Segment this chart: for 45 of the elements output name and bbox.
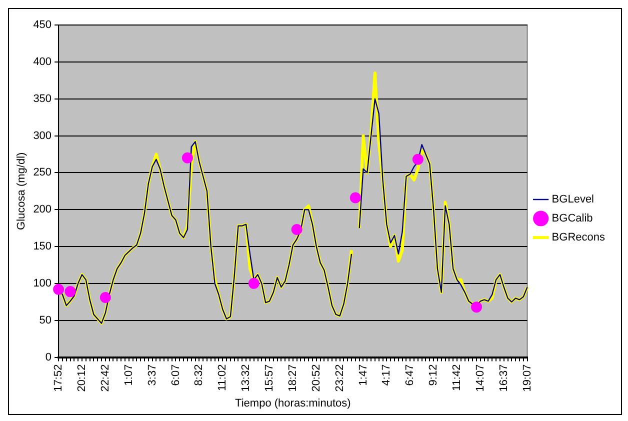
x-tick-label: 20:12 bbox=[76, 364, 88, 392]
x-tick-label: 1:07 bbox=[122, 364, 135, 386]
y-tick-label: 350 bbox=[33, 92, 52, 105]
x-tick-label: 20:52 bbox=[310, 364, 322, 392]
x-tick-label: 3:37 bbox=[146, 364, 158, 386]
x-tick-label: 1:47 bbox=[357, 364, 370, 386]
x-axis-title: Tiempo (horas:minutos) bbox=[235, 397, 351, 410]
x-tick-label: 18:27 bbox=[286, 364, 299, 392]
point bbox=[182, 152, 193, 164]
x-tick-label: 17:52 bbox=[52, 364, 65, 392]
x-tick-label: 23:22 bbox=[334, 364, 346, 392]
y-tick-label: 250 bbox=[33, 166, 52, 179]
x-tick-label: 16:37 bbox=[498, 364, 510, 392]
point bbox=[248, 278, 260, 289]
legend-label: BGCalib bbox=[552, 212, 593, 225]
y-tick-label: 100 bbox=[33, 277, 52, 290]
x-tick-label: 6:07 bbox=[170, 364, 182, 386]
x-tick-label: 6:47 bbox=[404, 364, 416, 386]
point bbox=[350, 192, 361, 204]
legend-label: BGRecons bbox=[552, 232, 606, 244]
y-tick-label: 400 bbox=[33, 56, 52, 68]
x-tick-label: 9:12 bbox=[428, 364, 440, 386]
x-tick-label: 15:57 bbox=[264, 364, 276, 392]
x-tick-label: 11:42 bbox=[451, 364, 464, 391]
x-tick-label: 11:02 bbox=[216, 364, 229, 391]
x-tick-label: 4:17 bbox=[380, 364, 393, 386]
legend-label: BGLevel bbox=[552, 194, 594, 206]
point bbox=[100, 292, 111, 303]
x-tick-label: 8:32 bbox=[193, 364, 206, 386]
x-tick-label: 22:42 bbox=[99, 364, 112, 392]
x-tick-label: 19:07 bbox=[521, 364, 534, 392]
point bbox=[471, 302, 482, 313]
y-axis-title: Glucosa (mg/dl) bbox=[16, 152, 28, 230]
y-tick-label: 50 bbox=[39, 314, 52, 326]
x-tick-label: 13:32 bbox=[240, 364, 252, 392]
y-tick-label: 450 bbox=[33, 19, 52, 32]
y-tick-label: 0 bbox=[45, 351, 52, 364]
x-tick-label: 14:07 bbox=[474, 364, 486, 392]
y-tick-label: 300 bbox=[33, 130, 52, 142]
point bbox=[64, 286, 76, 298]
point bbox=[53, 284, 64, 295]
point bbox=[291, 224, 302, 236]
point bbox=[412, 154, 424, 165]
y-tick-label: 200 bbox=[33, 204, 52, 216]
y-tick-label: 150 bbox=[33, 240, 52, 253]
